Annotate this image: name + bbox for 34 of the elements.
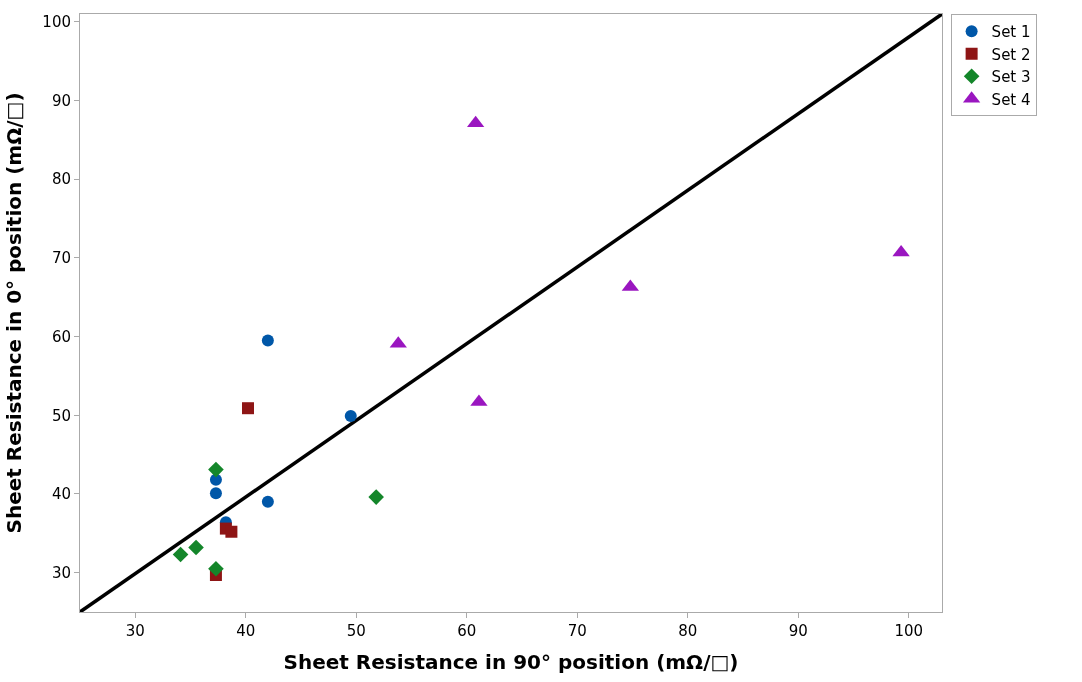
- x-tick-label: 90: [788, 622, 808, 640]
- point: [225, 525, 238, 538]
- legend-label: Set 1: [991, 23, 1031, 42]
- y-tick-label: 40: [51, 485, 71, 504]
- y-tick-label: 70: [51, 249, 71, 268]
- legend-label: Set 3: [991, 68, 1031, 87]
- point: [208, 461, 224, 478]
- x-axis-title: Sheet Resistance in 90° position (mΩ/□): [283, 649, 739, 674]
- y-axis-title: Sheet Resistance in 0° position (mΩ/□): [1, 92, 26, 534]
- x-tick-label: 100: [894, 622, 924, 640]
- x-tick-label: 50: [346, 622, 366, 640]
- point: [344, 410, 357, 423]
- y-tick-label: 100: [42, 13, 71, 32]
- x-tick-label: 40: [236, 622, 256, 640]
- point: [208, 560, 224, 577]
- legend-label: Set 2: [991, 45, 1031, 64]
- point: [172, 546, 189, 563]
- y-tick-label: 30: [51, 563, 71, 582]
- point: [188, 539, 204, 556]
- legend-label: Set 4: [991, 90, 1031, 109]
- y-tick-label: 50: [51, 406, 71, 425]
- point: [368, 489, 384, 505]
- point: [209, 487, 222, 500]
- point: [892, 244, 910, 257]
- point: [261, 334, 274, 347]
- point: [241, 402, 254, 415]
- y-tick-label: 60: [51, 327, 71, 346]
- point: [261, 495, 274, 508]
- x-tick-label: 30: [125, 622, 145, 640]
- x-tick-label: 60: [457, 622, 477, 640]
- y-tick-label: 90: [51, 91, 71, 110]
- y-tick-label: 80: [51, 170, 71, 189]
- x-tick-label: 80: [678, 622, 698, 640]
- x-tick-label: 70: [567, 622, 587, 640]
